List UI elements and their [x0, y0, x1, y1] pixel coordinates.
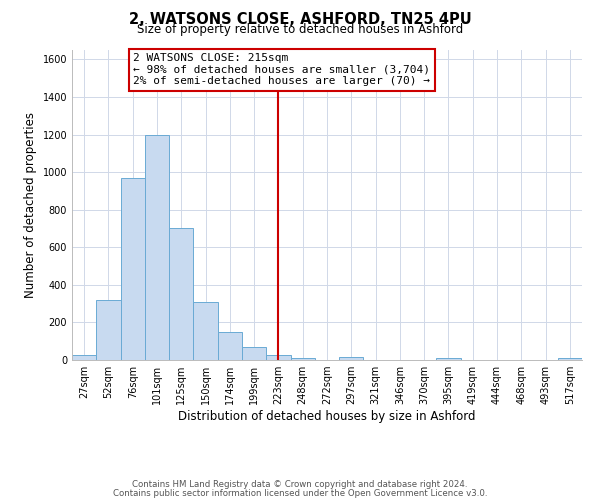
Text: Size of property relative to detached houses in Ashford: Size of property relative to detached ho… [137, 24, 463, 36]
Bar [96, 300, 121, 360]
Bar [72, 356, 96, 360]
Text: Contains public sector information licensed under the Open Government Licence v3: Contains public sector information licen… [113, 488, 487, 498]
Bar [290, 358, 315, 360]
Text: Contains HM Land Registry data © Crown copyright and database right 2024.: Contains HM Land Registry data © Crown c… [132, 480, 468, 489]
Text: 2 WATSONS CLOSE: 215sqm
← 98% of detached houses are smaller (3,704)
2% of semi-: 2 WATSONS CLOSE: 215sqm ← 98% of detache… [133, 53, 430, 86]
Bar [193, 302, 218, 360]
Bar [558, 358, 582, 360]
Bar [121, 178, 145, 360]
Y-axis label: Number of detached properties: Number of detached properties [24, 112, 37, 298]
Text: 2, WATSONS CLOSE, ASHFORD, TN25 4PU: 2, WATSONS CLOSE, ASHFORD, TN25 4PU [128, 12, 472, 28]
Bar [145, 134, 169, 360]
Bar [218, 332, 242, 360]
Bar [266, 356, 290, 360]
Bar [169, 228, 193, 360]
Bar [339, 357, 364, 360]
Bar [436, 358, 461, 360]
X-axis label: Distribution of detached houses by size in Ashford: Distribution of detached houses by size … [178, 410, 476, 423]
Bar [242, 347, 266, 360]
